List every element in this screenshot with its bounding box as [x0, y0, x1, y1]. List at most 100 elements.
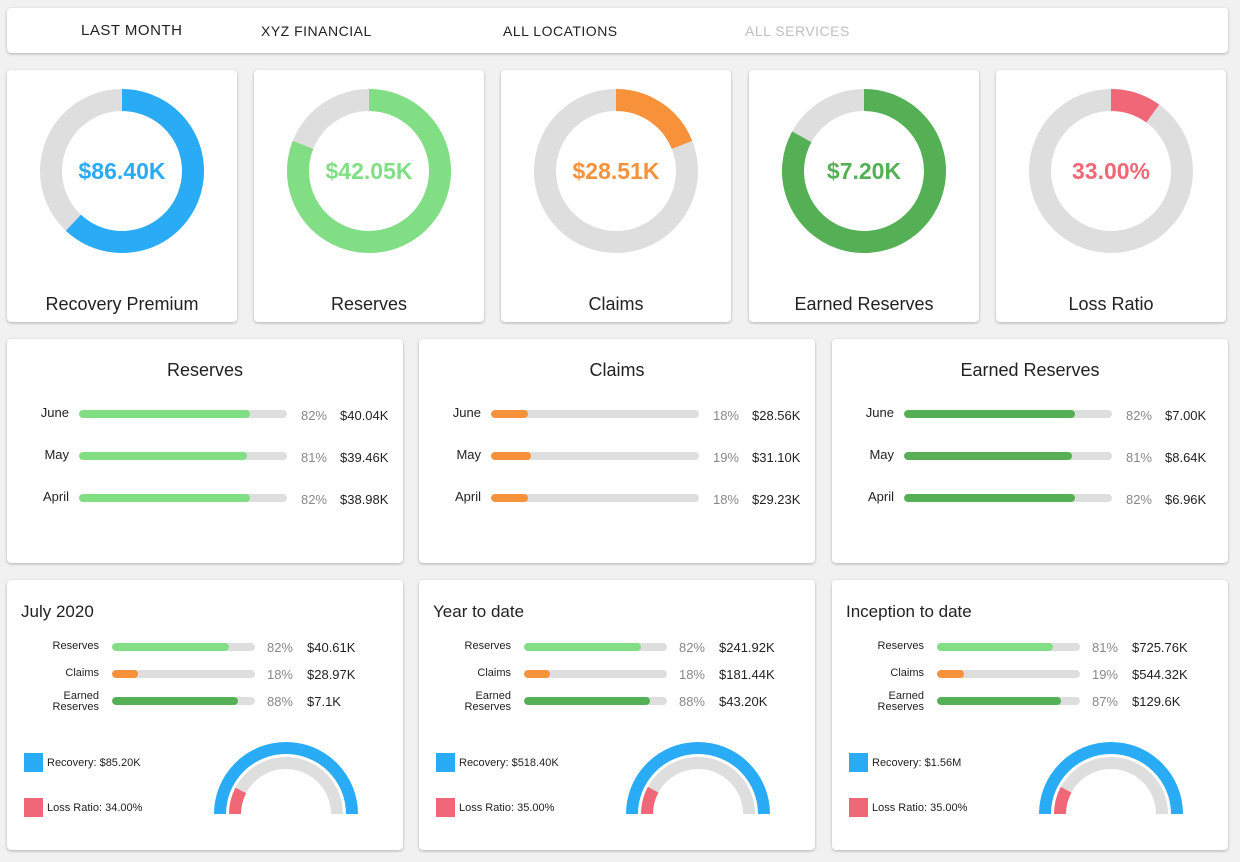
progress-fill [112, 697, 238, 705]
metric-label: Reserves [836, 641, 924, 652]
legend-swatch-loss-ratio [436, 798, 455, 817]
progress-bar [524, 697, 667, 705]
month-label: April [454, 489, 481, 504]
kpi-donut: $28.51K [534, 89, 698, 253]
kpi-label: Recovery Premium [45, 294, 199, 314]
percent-label: 87% [1091, 694, 1118, 709]
kpi-card-4: 33.00% Loss Ratio [996, 70, 1226, 322]
recovery-loss-gauge [1039, 742, 1183, 815]
legend-recovery: Recovery: $85.20K [47, 757, 141, 769]
kpi-label: Earned Reserves [794, 294, 934, 314]
legend-loss-ratio: Loss Ratio: 34.00% [47, 802, 143, 814]
value-label: $40.61K [307, 640, 356, 655]
percent-label: 18% [712, 408, 739, 423]
legend-swatch-recovery [436, 753, 455, 772]
monthly-panel-2: Earned Reserves June 82% $7.00K May 81% $8.64K… [832, 339, 1228, 563]
filter-company[interactable]: XYZ FINANCIAL [261, 23, 372, 39]
progress-fill [79, 410, 250, 418]
percent-label: 19% [712, 450, 739, 465]
gauge-track [229, 757, 343, 815]
percent-label: 81% [1125, 450, 1152, 465]
progress-bar [79, 452, 287, 460]
percent-label: 88% [678, 694, 705, 709]
value-label: $7.00K [1165, 408, 1207, 423]
kpi-label: Reserves [330, 294, 408, 314]
metric-label-line: Reserves [877, 640, 924, 652]
legend-recovery: Recovery: $518.40K [459, 757, 559, 769]
metric-label-line: Earned [475, 690, 511, 702]
progress-fill [79, 494, 250, 502]
period-panel-2: Inception to date Reserves 81% $725.76K Clai… [832, 580, 1228, 850]
value-label: $725.76K [1132, 640, 1188, 655]
progress-bar [937, 643, 1080, 651]
progress-bar [904, 494, 1112, 502]
percent-label: 81% [1091, 640, 1118, 655]
gauge-track [1054, 757, 1168, 815]
percent-label: 88% [266, 694, 293, 709]
panel-title: July 2020 [21, 602, 94, 621]
progress-fill [937, 697, 1062, 705]
metric-label-line: Reserves [877, 701, 924, 713]
gauge-recovery-arc [214, 742, 358, 815]
progress-fill [112, 670, 138, 678]
percent-label: 18% [678, 667, 705, 682]
month-label: May [869, 447, 894, 462]
recovery-loss-gauge [214, 742, 358, 815]
month-label: May [456, 447, 481, 462]
period-panel-1: Year to date Reserves 82% $241.92K Claims 18%… [419, 580, 815, 850]
month-label: April [42, 489, 69, 504]
metric-label-line: Reserves [464, 640, 511, 652]
kpi-card-0: $86.40K Recovery Premium [7, 70, 237, 322]
metric-label: Reserves [11, 641, 99, 652]
kpi-value: $86.40K [79, 158, 166, 184]
monthly-panel-0: Reserves June 82% $40.04K May 81% $39.46K April… [7, 339, 403, 563]
metric-label-line: Claims [477, 667, 511, 679]
metric-label: Earned Reserves [11, 691, 99, 713]
legend-swatch-loss-ratio [24, 798, 43, 817]
metric-label-line: Reserves [52, 701, 99, 713]
month-label: June [865, 405, 894, 420]
progress-fill [904, 410, 1075, 418]
recovery-loss-gauge [626, 742, 770, 815]
donut-segment [287, 89, 451, 253]
progress-fill [937, 670, 965, 678]
kpi-card-3: $7.20K Earned Reserves [749, 70, 979, 322]
month-label: May [44, 447, 69, 462]
percent-label: 82% [1125, 492, 1152, 507]
gauge-recovery-arc [626, 742, 770, 815]
value-label: $6.96K [1165, 492, 1207, 507]
progress-fill [491, 494, 529, 502]
filter-locations[interactable]: ALL LOCATIONS [503, 23, 618, 39]
value-label: $8.64K [1165, 450, 1207, 465]
value-label: $544.32K [1132, 667, 1188, 682]
progress-bar [79, 410, 287, 418]
donut-segment [615, 89, 693, 150]
metric-label: Claims [423, 668, 511, 679]
kpi-label: Loss Ratio [1068, 294, 1154, 314]
panel-title: Reserves [166, 360, 244, 380]
progress-fill [524, 670, 550, 678]
percent-label: 82% [300, 492, 327, 507]
progress-fill [937, 643, 1053, 651]
donut-segment [65, 89, 204, 253]
kpi-donut: 33.00% [1029, 89, 1193, 253]
percent-label: 18% [712, 492, 739, 507]
panel-title: Inception to date [846, 602, 972, 621]
progress-bar [112, 670, 255, 678]
progress-bar [904, 452, 1112, 460]
progress-bar [491, 494, 699, 502]
month-label: June [40, 405, 69, 420]
metric-label: Claims [11, 668, 99, 679]
progress-fill [524, 697, 650, 705]
gauge-loss-arc [641, 786, 659, 815]
value-label: $7.1K [307, 694, 341, 709]
kpi-value: $7.20K [827, 158, 902, 184]
filter-period[interactable]: LAST MONTH [81, 22, 183, 39]
period-panel-0: July 2020 Reserves 82% $40.61K Claims 18% $28.… [7, 580, 403, 850]
kpi-value: 33.00% [1072, 158, 1150, 184]
progress-bar [937, 697, 1080, 705]
metric-label: Reserves [423, 641, 511, 652]
panel-title: Claims [589, 360, 645, 380]
value-label: $129.6K [1132, 694, 1181, 709]
value-label: $40.04K [340, 408, 389, 423]
